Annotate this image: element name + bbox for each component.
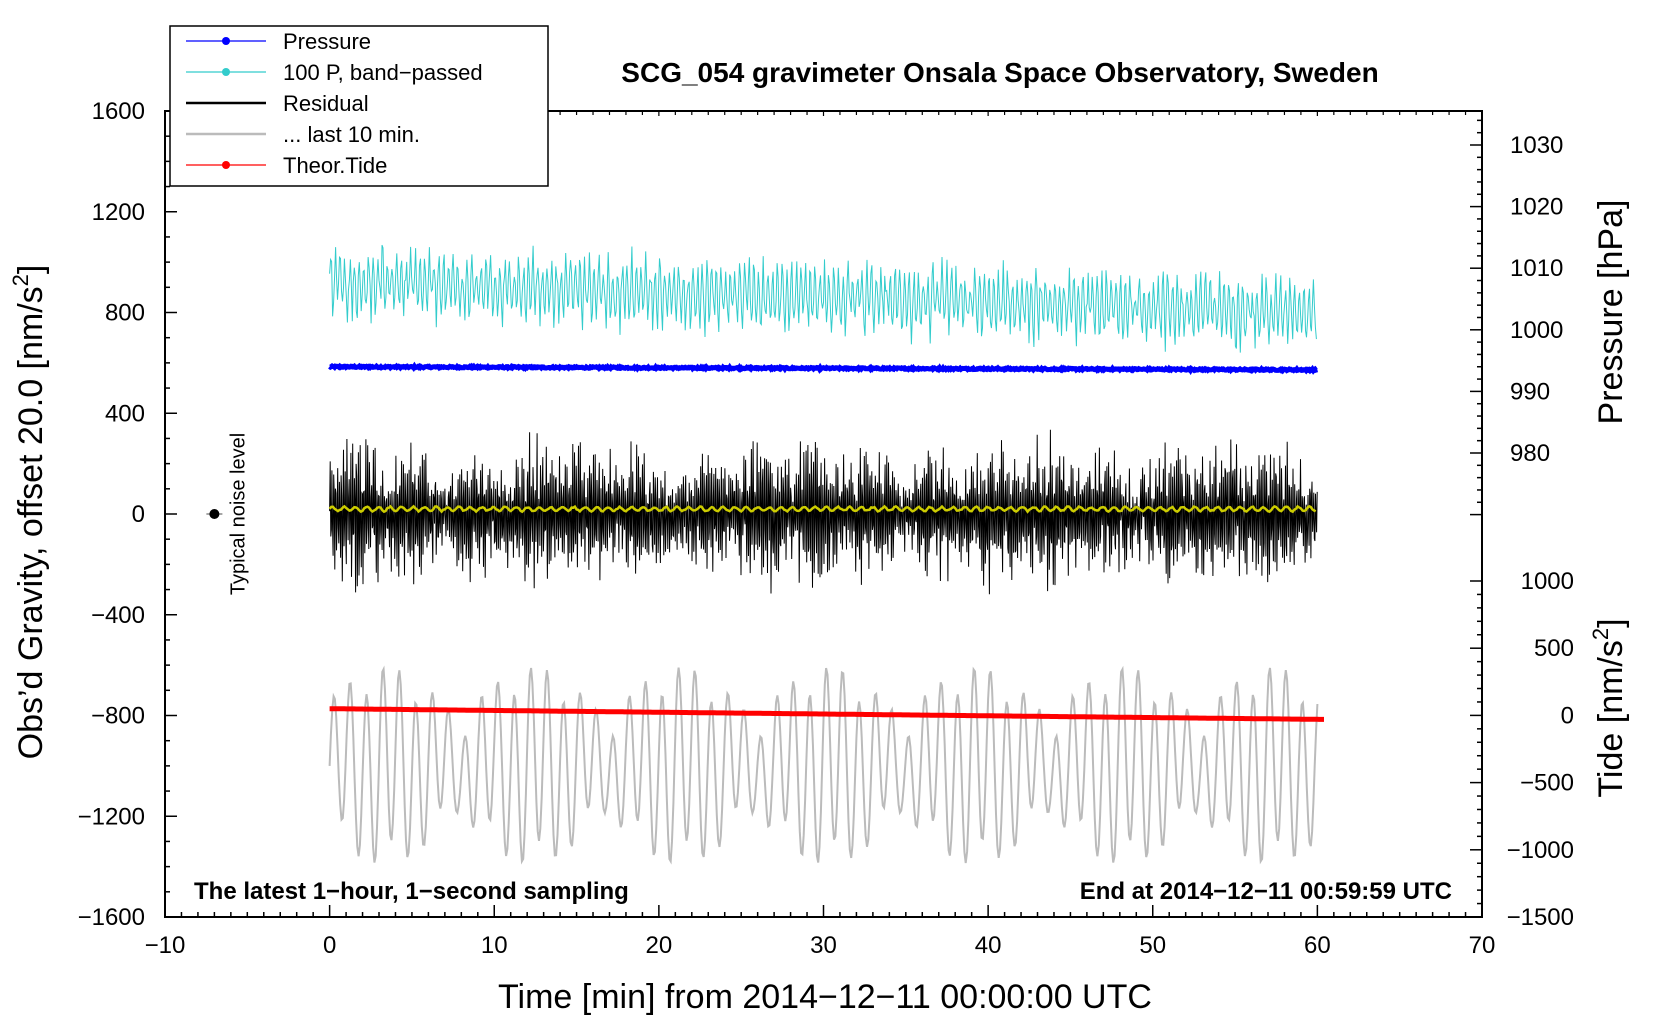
y-axis-title-gravity-end: ] <box>12 265 50 274</box>
y-axis-title-tide: Tide [nm/s2] <box>1588 618 1630 797</box>
legend-label: Residual <box>283 91 369 116</box>
tide-tick-label: −1000 <box>1507 837 1574 864</box>
chart-title: SCG_054 gravimeter Onsala Space Observat… <box>621 57 1378 88</box>
y-axis-title-gravity-text: Obs’d Gravity, offset 20.0 [nm/s <box>12 286 50 759</box>
legend-label: Pressure <box>283 29 371 54</box>
tide-tick-label: 0 <box>1561 702 1574 729</box>
pressure-tick-label: 980 <box>1510 440 1550 467</box>
x-tick-label: −10 <box>145 932 186 959</box>
y-axis-title-pressure: Pressure [hPa] <box>1592 200 1630 425</box>
sampling-note: The latest 1−hour, 1−second sampling <box>194 878 629 905</box>
x-tick-label: 30 <box>810 932 837 959</box>
y-axis-title-gravity: Obs’d Gravity, offset 20.0 [nm/s2] <box>8 265 50 760</box>
end-time-note: End at 2014−12−11 00:59:59 UTC <box>1080 878 1452 905</box>
legend-marker <box>222 68 230 76</box>
pressure-tick-label: 1030 <box>1510 132 1563 159</box>
legend-box <box>169 25 549 187</box>
legend-marker <box>222 37 230 45</box>
tide-tick-label: −500 <box>1520 770 1574 797</box>
series--last-10-min <box>328 665 1319 865</box>
y-left-tick-label: −800 <box>91 703 145 730</box>
legend-label: 100 P, band−passed <box>283 60 483 85</box>
tide-tick-label: 500 <box>1534 635 1574 662</box>
y-left-tick-label: 400 <box>105 400 145 427</box>
y-left-tick-label: 800 <box>105 300 145 327</box>
x-tick-label: 20 <box>646 932 673 959</box>
y-left-tick-label: −1600 <box>78 904 145 931</box>
pressure-tick-label: 1000 <box>1510 317 1563 344</box>
axes-layer: −10 0 10 20 30 40 50 60 70160012008004000−400−80… <box>78 98 1574 959</box>
y-left-tick-label: −1200 <box>78 803 145 830</box>
series-residual-smoothed <box>328 504 1317 514</box>
series-layer <box>328 244 1324 865</box>
y-axis-title-tide-text: Tide [nm/s <box>1592 640 1630 797</box>
noise-marker <box>209 509 220 519</box>
series-theor-tide <box>329 706 1324 722</box>
y-axis-title-tide-sup: 2 <box>1588 628 1613 640</box>
legend-label: Theor.Tide <box>283 153 387 178</box>
series-100-p-band-passed <box>329 244 1317 353</box>
pressure-tick-label: 1020 <box>1510 194 1563 221</box>
y-left-tick-label: 0 <box>132 501 145 528</box>
y-left-tick-label: −400 <box>91 602 145 629</box>
pressure-tick-label: 1010 <box>1510 255 1563 282</box>
y-axis-title-tide-end: ] <box>1592 618 1630 627</box>
x-tick-label: 60 <box>1304 932 1331 959</box>
x-tick-label: 0 <box>323 932 336 959</box>
series-residual <box>329 429 1318 595</box>
x-tick-label: 70 <box>1469 932 1496 959</box>
x-tick-label: 10 <box>481 932 508 959</box>
legend-marker <box>222 161 230 169</box>
pressure-tick-label: 990 <box>1510 378 1550 405</box>
y-left-tick-label: 1600 <box>92 98 145 125</box>
x-axis-title: Time [min] from 2014−12−11 00:00:00 UTC <box>498 978 1152 1016</box>
tide-tick-label: −1500 <box>1507 904 1574 931</box>
legend: Pressure 100 P, band−passed Residual ... la… <box>169 25 549 187</box>
x-tick-label: 50 <box>1139 932 1166 959</box>
y-axis-title-gravity-sup: 2 <box>8 274 33 286</box>
noise-marker-group: Typical noise level <box>206 433 249 595</box>
noise-label: Typical noise level <box>227 433 249 595</box>
y-left-tick-label: 1200 <box>92 199 145 226</box>
legend-label: ... last 10 min. <box>283 122 420 147</box>
series-pressure <box>328 361 1319 376</box>
x-tick-label: 40 <box>975 932 1002 959</box>
tide-tick-label: 1000 <box>1521 568 1574 595</box>
